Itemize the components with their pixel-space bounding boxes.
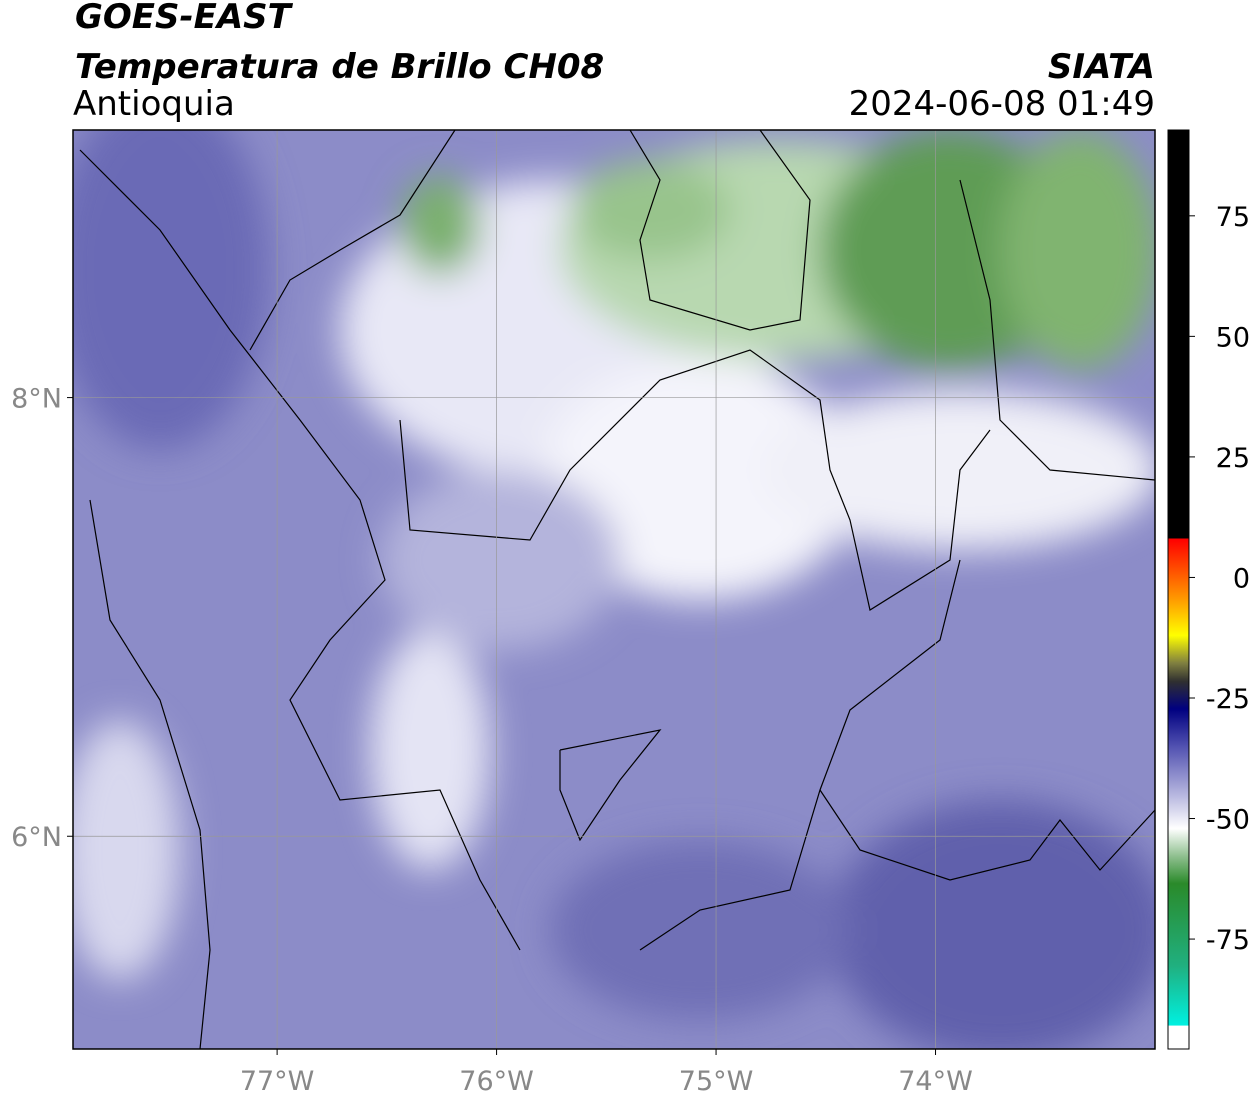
colorbar-tick-label: -75 [1206, 925, 1250, 956]
x-tick-label: 75°W [679, 1066, 754, 1097]
region: Antioquia [73, 84, 235, 124]
map-frame [72, 129, 1156, 1050]
source: SIATA [1048, 47, 1155, 87]
colorbar-tick-label: 50 [1216, 322, 1250, 353]
title: GOES-EAST [75, 0, 294, 37]
colorbar-tick-label: 75 [1216, 202, 1250, 233]
colorbar-tick-label: -25 [1206, 684, 1250, 715]
timestamp: 2024-06-08 01:49 [849, 84, 1155, 124]
y-tick-label: 8°N [11, 384, 62, 415]
satellite-field [73, 130, 1155, 1049]
x-tick-label: 76°W [459, 1066, 534, 1097]
x-tick-label: 77°W [240, 1066, 315, 1097]
colorbar [1167, 129, 1190, 1050]
x-tick-label: 74°W [898, 1066, 973, 1097]
colorbar-tick-label: -50 [1206, 805, 1250, 836]
y-tick-label: 6°N [11, 822, 62, 853]
colorbar-tick-label: 0 [1233, 563, 1250, 594]
colorbar-tick-label: 25 [1216, 443, 1250, 474]
subtitle: Temperatura de Brillo CH08 [75, 47, 604, 87]
